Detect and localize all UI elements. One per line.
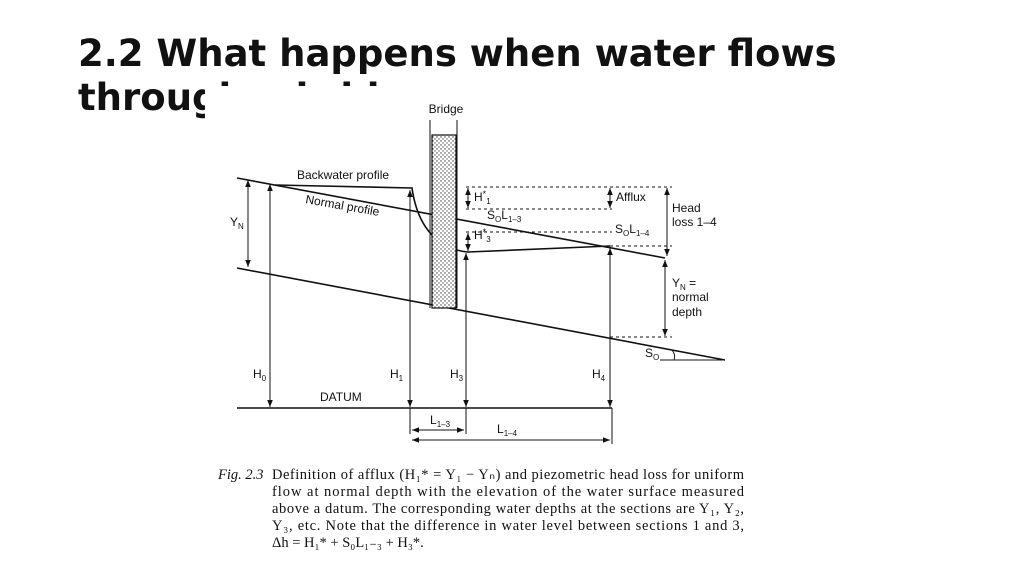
label-part: L: [501, 208, 508, 222]
label-part: 1–4: [636, 229, 650, 238]
diagram-label: Backwater profile: [297, 168, 389, 182]
label-part: S: [615, 222, 623, 236]
label-part: 1: [486, 197, 491, 206]
diagram-label: L1–3: [430, 413, 451, 429]
caption-line: Y₃, etc. Note that the difference in wat…: [272, 518, 744, 534]
label-part: Afflux: [616, 190, 646, 204]
label-part: 1–4: [504, 429, 518, 438]
label-part: 3: [486, 235, 491, 244]
label-part: loss 1–4: [672, 215, 717, 229]
diagram-lines: [236, 120, 726, 444]
diagram-label: H1: [390, 367, 404, 383]
diagram-label: H*3: [474, 227, 491, 244]
diagram-label: Afflux: [616, 190, 646, 204]
label-part: =: [686, 276, 696, 290]
label-part: L: [629, 222, 636, 236]
label-part: H: [474, 190, 483, 204]
caption-label: Fig. 2.3: [217, 467, 264, 483]
diagram-label: Head: [672, 201, 701, 215]
label-part: L: [430, 413, 437, 427]
diagram-label: H*1: [474, 189, 491, 206]
label-part: Y: [230, 215, 238, 229]
label-part: 1–3: [437, 420, 451, 429]
label-part: H: [450, 367, 459, 381]
label-part: O: [495, 215, 501, 224]
label-part: L: [497, 422, 504, 436]
diagram-label: H4: [592, 367, 606, 383]
diagram-label: DATUM: [320, 390, 362, 404]
label-part: O: [623, 229, 629, 238]
label-part: 1–3: [508, 215, 522, 224]
figure-background: [205, 86, 765, 561]
label-part: S: [645, 346, 653, 360]
caption-line: Definition of afflux (H₁* = Y₁ − Yₙ) and…: [272, 467, 745, 483]
diagram-label: depth: [672, 305, 702, 319]
figure-caption: Fig. 2.3 Definition of afflux (H₁* = Y₁ −…: [217, 467, 745, 551]
diagram-label: SOL1–3: [487, 208, 522, 224]
label-part: Backwater profile: [297, 168, 389, 182]
label-part: *: [483, 189, 487, 199]
label-part: Head: [672, 201, 701, 215]
caption-line: above a datum. The corresponding water d…: [272, 501, 744, 517]
label-part: Bridge: [429, 102, 464, 116]
label-part: 1: [399, 374, 404, 383]
caption-line: Δh = H₁* + S₀L₁₋₃ + H₃*.: [272, 535, 424, 551]
diagram-label: H0: [253, 367, 267, 383]
label-part: *: [483, 227, 487, 237]
diagram-label: loss 1–4: [672, 215, 717, 229]
label-part: 3: [459, 374, 464, 383]
label-part: N: [680, 283, 686, 292]
diagram-label: SO: [645, 346, 659, 362]
label-part: depth: [672, 305, 702, 319]
diagram-label: YN: [230, 215, 244, 231]
diagram-label: L1–4: [497, 422, 518, 438]
label-part: H: [390, 367, 399, 381]
label-part: 0: [262, 374, 267, 383]
label-part: H: [592, 367, 601, 381]
diagram-label: H3: [450, 367, 464, 383]
caption-line: flow at normal depth with the elevation …: [272, 484, 745, 500]
diagram-label: normal: [672, 290, 709, 304]
diagram-label: SOL1–4: [615, 222, 650, 238]
label-part: DATUM: [320, 390, 362, 404]
label-part: normal: [672, 290, 709, 304]
label-part: H: [253, 367, 262, 381]
label-part: Y: [672, 276, 680, 290]
label-part: 4: [601, 374, 606, 383]
label-part: S: [487, 208, 495, 222]
diagram-label: YN =: [672, 276, 696, 292]
label-part: N: [238, 222, 244, 231]
diagram-label: Bridge: [429, 102, 464, 116]
label-part: O: [653, 353, 659, 362]
label-part: H: [474, 228, 483, 242]
